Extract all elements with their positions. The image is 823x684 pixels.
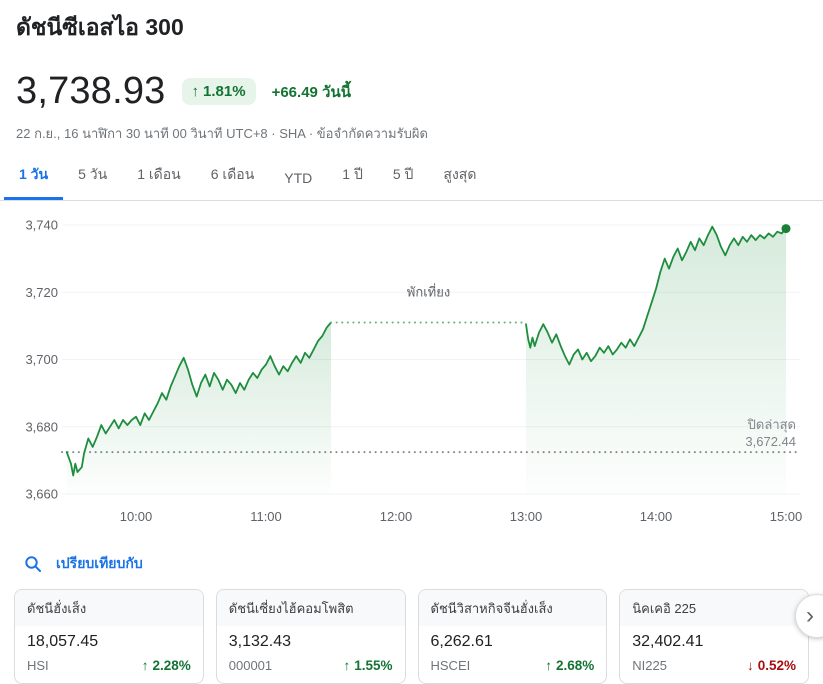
change-percent: 2.28% — [152, 658, 191, 673]
index-ticker: HSI — [27, 658, 49, 673]
disclaimer-link[interactable]: ข้อจำกัดความรับผิด — [316, 126, 428, 141]
tab-1d[interactable]: 1 วัน — [4, 154, 64, 200]
index-value: 3,132.43 — [228, 633, 292, 650]
time-range-tabs: 1 วัน 5 วัน 1 เดือน 6 เดือน YTD 1 ปี 5 ป… — [0, 154, 823, 201]
index-value: 18,057.45 — [27, 633, 99, 650]
index-card-hsi[interactable]: ดัชนีฮั่งเส็ง 18,057.45 HSI ↑ 2.28% — [14, 589, 204, 684]
y-axis-tick: 3,740 — [25, 218, 58, 233]
compare-with-button[interactable]: เปรียบเทียบกับ — [0, 553, 823, 575]
morning-session-line — [65, 321, 332, 477]
tab-max[interactable]: สูงสุด — [428, 154, 491, 200]
x-axis-tick: 12:00 — [380, 509, 413, 524]
previous-close-value: 3,672.44 — [745, 434, 796, 449]
change-percent-badge: ↑ 1.81% — [181, 78, 256, 105]
quote-datetime: 22 ก.ย., 16 นาฬิกา 30 นาที 00 วินาที UTC… — [16, 126, 314, 141]
related-indexes-cards: ดัชนีฮั่งเส็ง 18,057.45 HSI ↑ 2.28% ดัชน… — [0, 589, 823, 684]
index-change: ↑ 1.55% — [343, 658, 392, 673]
x-axis-tick: 10:00 — [120, 509, 153, 524]
index-name: ดัชนีวิสาหกิจจีนฮั่งเส็ง — [418, 590, 607, 626]
tab-1y[interactable]: 1 ปี — [327, 154, 378, 200]
y-axis-tick: 3,680 — [25, 419, 58, 434]
change-absolute: +66.49 วันนี้ — [271, 83, 351, 101]
change-percent: 2.68% — [555, 658, 595, 673]
lunch-break-label: พักเที่ยง — [407, 284, 450, 300]
index-ticker: 000001 — [228, 658, 273, 673]
index-value: 6,262.61 — [430, 633, 493, 650]
index-ticker: NI225 — [632, 658, 667, 673]
index-name: ดัชนีเซี่ยงไฮ้คอมโพสิต — [216, 590, 405, 626]
afternoon-session-fill — [526, 226, 786, 494]
x-axis-tick: 14:00 — [640, 509, 673, 524]
change-arrow-icon: ↑ — [343, 658, 351, 673]
arrow-up-icon: ↑ — [191, 83, 200, 100]
change-arrow-icon: ↓ — [746, 658, 754, 673]
change-percent: 0.52% — [757, 658, 796, 673]
page-title: ดัชนีซีเอสไอ 300 — [16, 14, 184, 40]
chevron-right-icon: › — [806, 602, 814, 629]
chart-area: พักเที่ยง ปิดล่าสุด 3,672.44 3,740 3,720… — [0, 207, 823, 535]
price-row: 3,738.93 ↑ 1.81% +66.49 วันนี้ — [16, 70, 807, 113]
change-percent: 1.81% — [203, 83, 246, 100]
index-name: นิคเคอิ 225 — [620, 590, 808, 626]
x-axis-tick: 13:00 — [510, 509, 543, 524]
change-arrow-icon: ↑ — [141, 658, 149, 673]
index-change: ↓ 0.52% — [747, 658, 796, 673]
y-axis-tick: 3,660 — [25, 487, 58, 502]
tab-5y[interactable]: 5 ปี — [378, 154, 429, 200]
tab-1m[interactable]: 1 เดือน — [122, 154, 196, 200]
afternoon-session-line — [525, 225, 787, 366]
index-name: ดัชนีฮั่งเส็ง — [15, 590, 203, 626]
morning-session-fill — [66, 322, 331, 494]
current-price: 3,738.93 — [16, 70, 166, 112]
index-value: 32,402.41 — [632, 633, 704, 650]
last-price-dot — [781, 224, 791, 234]
change-percent: 1.55% — [354, 658, 393, 673]
tab-6m[interactable]: 6 เดือน — [196, 154, 270, 200]
header: ดัชนีซีเอสไอ 300 3,738.93 ↑ 1.81% +66.49… — [0, 0, 823, 144]
previous-close-label: ปิดล่าสุด — [747, 417, 796, 433]
x-axis-tick: 11:00 — [250, 509, 282, 524]
change-arrow-icon: ↑ — [545, 658, 552, 673]
index-change: ↑ 2.28% — [142, 658, 191, 673]
index-card-hscei[interactable]: ดัชนีวิสาหกิจจีนฮั่งเส็ง 6,262.61 HSCEI … — [417, 589, 608, 684]
y-axis-tick: 3,700 — [25, 352, 58, 367]
index-card-000001[interactable]: ดัชนีเซี่ยงไฮ้คอมโพสิต 3,132.43 000001 ↑… — [215, 589, 406, 684]
compare-with-label: เปรียบเทียบกับ — [56, 555, 143, 571]
tab-5d[interactable]: 5 วัน — [63, 154, 122, 200]
search-icon — [25, 556, 41, 572]
index-ticker: HSCEI — [430, 658, 471, 673]
tab-ytd[interactable]: YTD — [269, 160, 327, 200]
index-card-ni225[interactable]: นิคเคอิ 225 32,402.41 NI225 ↓ 0.52% — [619, 589, 809, 684]
y-axis-tick: 3,720 — [25, 285, 58, 300]
x-axis-tick: 15:00 — [770, 509, 803, 524]
index-change: ↑ 2.68% — [545, 658, 594, 673]
quote-meta-line: 22 ก.ย., 16 นาฬิกา 30 นาที 00 วินาที UTC… — [16, 123, 807, 144]
price-chart[interactable]: พักเที่ยง ปิดล่าสุด 3,672.44 3,740 3,720… — [0, 207, 823, 535]
